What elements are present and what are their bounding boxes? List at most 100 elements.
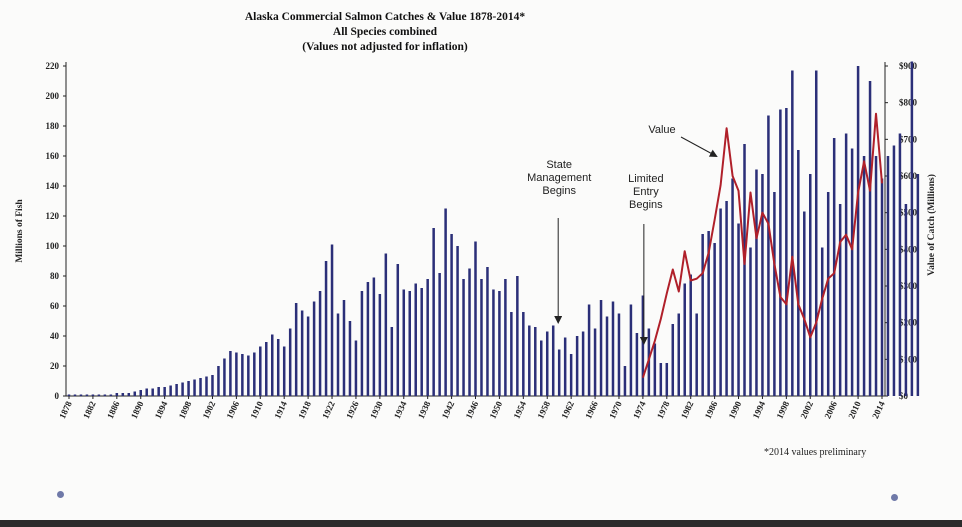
catch-bar	[486, 267, 489, 396]
catch-bar	[623, 366, 627, 396]
x-tick-label: 1926	[344, 399, 361, 420]
catch-bar	[516, 276, 519, 396]
catch-bar	[773, 192, 776, 396]
x-tick-label: 1878	[57, 399, 74, 420]
catch-bar	[838, 204, 842, 396]
y-tick-label: 0	[55, 391, 60, 401]
x-tick-label: 1922	[320, 399, 337, 420]
x-tick-label: 1998	[774, 399, 791, 420]
catch-bar	[820, 247, 824, 396]
catch-bar	[163, 387, 166, 396]
x-tick-label: 1946	[464, 399, 481, 420]
catch-bar	[767, 115, 770, 396]
catch-bar	[324, 261, 328, 396]
catch-bar	[916, 174, 920, 396]
catch-bar	[725, 201, 728, 396]
y-axis-label: Millions of Fish	[15, 199, 25, 263]
catch-bar	[139, 390, 142, 396]
y-tick-label: 140	[46, 181, 60, 191]
chart-title: Alaska Commercial Salmon Catches & Value…	[244, 11, 526, 23]
catch-bar	[199, 378, 202, 396]
y-tick-label: 180	[46, 121, 60, 131]
catch-bar	[665, 363, 669, 396]
catch-bar	[193, 379, 196, 396]
catch-bar	[474, 241, 477, 396]
catch-bar	[450, 234, 453, 396]
y2-tick-label: $900	[899, 61, 918, 71]
catch-bar	[426, 279, 429, 396]
catch-bar	[731, 178, 734, 396]
catch-bar	[468, 268, 471, 396]
catch-bar	[480, 279, 483, 396]
catch-bar	[342, 300, 346, 396]
catch-bar	[856, 66, 860, 396]
decorative-dot-left	[57, 491, 64, 498]
catch-bar	[384, 253, 388, 396]
catch-bar	[312, 301, 316, 396]
x-tick-label: 1918	[296, 399, 313, 420]
x-tick-label: 1898	[177, 399, 194, 420]
catch-bar	[695, 313, 698, 396]
y-tick-label: 120	[46, 211, 60, 221]
catch-bar	[809, 174, 812, 396]
catch-bar	[540, 340, 543, 396]
catch-bar	[683, 283, 686, 396]
catch-bar	[629, 304, 633, 396]
catch-bar	[605, 316, 609, 396]
chart-subtitle-2: (Values not adjusted for inflation)	[302, 41, 468, 53]
value-line	[641, 112, 883, 379]
state-management-annotation-line: Management	[527, 172, 591, 184]
catch-bar	[707, 231, 710, 396]
chart-subtitle-1: All Species combined	[332, 26, 438, 38]
catch-bar	[785, 108, 788, 396]
catch-bar	[868, 81, 872, 396]
x-tick-label: 1966	[583, 399, 600, 420]
limited-entry-annotation-line: Entry	[633, 186, 659, 198]
catch-bar	[617, 313, 621, 396]
catch-bar	[587, 304, 591, 396]
catch-bar	[563, 337, 567, 396]
catch-bar	[635, 333, 639, 396]
catch-bar	[832, 138, 836, 396]
catch-bar	[677, 313, 681, 396]
catch-bar	[306, 316, 310, 396]
catch-bar	[653, 343, 657, 396]
catch-bar	[336, 313, 340, 396]
x-tick-label: 1954	[511, 399, 528, 420]
catch-bar	[522, 312, 525, 396]
catch-bar	[689, 274, 692, 396]
x-tick-label: 2002	[798, 399, 815, 420]
y-tick-label: 60	[50, 301, 60, 311]
x-tick-label: 1942	[440, 399, 457, 420]
y2-tick-label: $800	[899, 98, 918, 108]
catch-bar	[713, 243, 716, 396]
catch-bar	[408, 291, 411, 396]
value-arrow	[680, 136, 718, 157]
x-tick-label: 1978	[655, 399, 672, 420]
catch-bar	[402, 289, 406, 396]
catch-bar	[456, 246, 459, 396]
x-tick-label: 1938	[416, 399, 433, 420]
catch-bar	[755, 169, 758, 396]
catch-bar	[318, 291, 322, 396]
catch-bar	[270, 334, 274, 396]
catch-bar	[217, 366, 220, 396]
catch-bar	[671, 324, 675, 396]
catch-bar	[432, 228, 435, 396]
x-tick-label: 1958	[535, 399, 552, 420]
x-tick-label: 2014	[870, 399, 887, 420]
catch-bar	[79, 394, 83, 396]
y2-tick-label: $500	[899, 208, 918, 218]
x-tick-label: 1930	[368, 399, 385, 420]
catch-bar	[390, 327, 394, 396]
catch-bar	[145, 388, 148, 396]
catch-bar	[372, 277, 376, 396]
x-tick-label: 1894	[153, 399, 170, 420]
chart-title-block: Alaska Commercial Salmon Catches & Value…	[200, 10, 570, 55]
catch-bar	[462, 279, 465, 396]
catch-bar	[378, 294, 382, 396]
catch-bar	[294, 303, 298, 396]
x-tick-label: 1994	[751, 399, 768, 420]
catch-bar	[761, 174, 764, 396]
x-tick-label: 1974	[631, 399, 648, 420]
